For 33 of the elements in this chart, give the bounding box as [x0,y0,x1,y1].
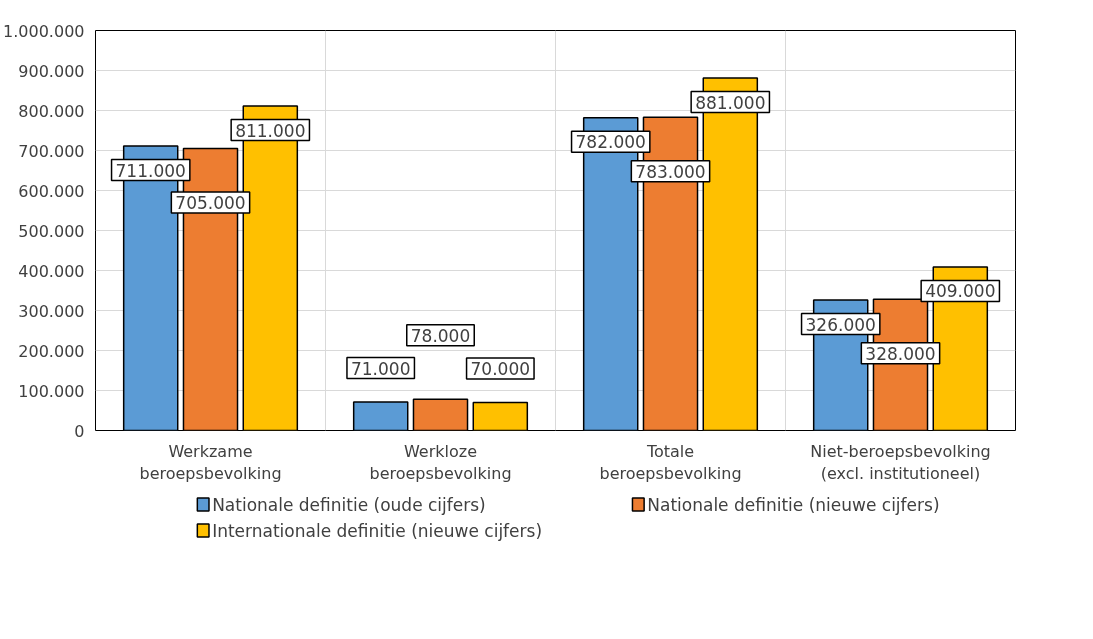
legend-label: Internationale definitie (nieuwe cijfers) [212,520,543,541]
text: 70.000 [470,359,531,379]
text: 705.000 [175,193,246,213]
y-tick-label: 0 [74,421,85,441]
bar [472,401,529,431]
bar [412,398,469,431]
text: 326.000 [805,314,876,335]
y-tick-label: 400.000 [18,261,85,281]
x-tick-label: Werkloze beroepsbevolking [369,441,512,484]
text: 881.000 [695,92,766,113]
y-tick-label: 1.000.000 [3,21,85,41]
x-tick-label: Niet-beroepsbevolking (excl. institutioneel) [810,441,991,484]
y-tick-label: 900.000 [18,61,85,81]
y-tick-label: 500.000 [18,221,85,241]
text: 782.000 [575,132,646,153]
text: 711.000 [115,160,186,181]
legend-label: Nationale definitie (nieuwe cijfers) [647,494,940,515]
x-tick-label: Totale beroepsbevolking [599,441,742,484]
bar [352,401,409,431]
y-tick-label: 800.000 [18,101,85,121]
y-tick-label: 100.000 [18,381,85,401]
y-tick-label: 600.000 [18,181,85,201]
text: 811.000 [235,120,306,141]
y-tick-label: 700.000 [18,141,85,161]
y-tick-label: 300.000 [18,301,85,321]
y-tick-label: 200.000 [18,341,85,361]
text: 71.000 [350,358,411,379]
text: 409.000 [925,281,996,302]
text: 783.000 [635,161,706,182]
legend-label: Nationale definitie (oude cijfers) [212,494,486,515]
x-tick-label: Werkzame beroepsbevolking [139,441,282,484]
text: 78.000 [410,325,471,346]
text: 328.000 [865,343,936,364]
